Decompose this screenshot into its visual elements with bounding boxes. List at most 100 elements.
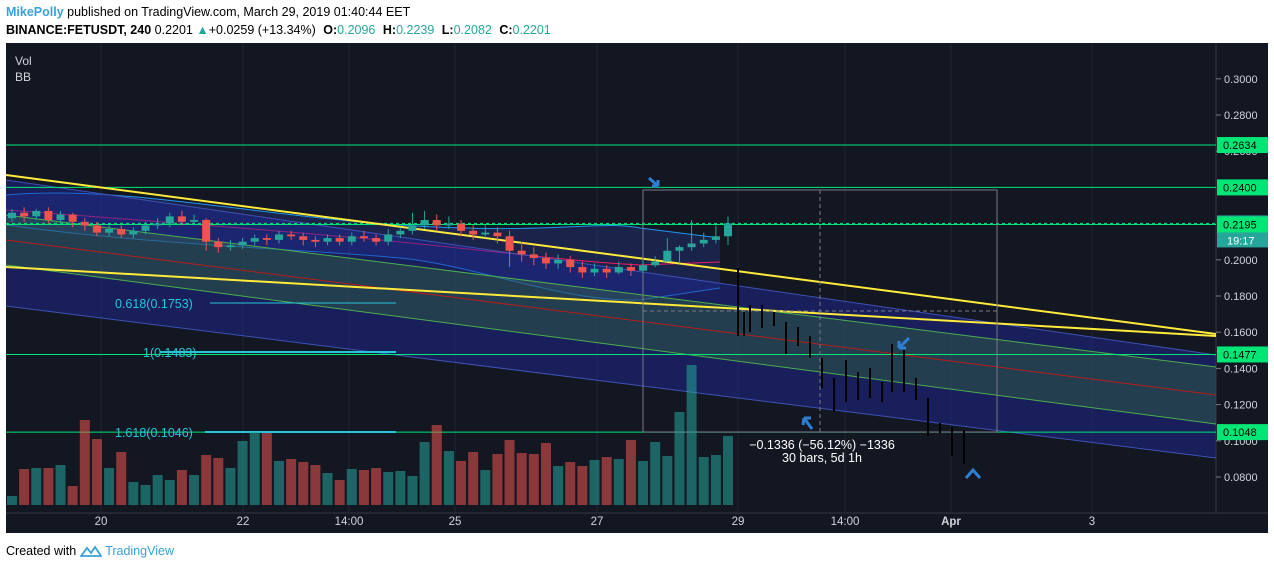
candle-body bbox=[396, 230, 405, 235]
candle-body bbox=[590, 268, 599, 273]
candle-body bbox=[153, 223, 162, 226]
candle-body bbox=[202, 219, 211, 242]
volume-bar bbox=[225, 468, 236, 505]
volume-bar bbox=[638, 461, 649, 505]
candle-body bbox=[141, 225, 150, 231]
price-level-tag-label: 0.1477 bbox=[1223, 349, 1257, 361]
volume-bar bbox=[710, 455, 721, 505]
indicator-legend: Vol BB bbox=[15, 54, 32, 84]
price-level-tag bbox=[1217, 424, 1268, 441]
volume-bar bbox=[674, 412, 685, 505]
measure-tool[interactable] bbox=[642, 189, 998, 433]
volume-bar bbox=[613, 459, 624, 505]
price-tick-label: 0.1800 bbox=[1224, 291, 1258, 303]
open-label: O: bbox=[323, 23, 338, 37]
price-change: +0.0259 (+13.34%) bbox=[208, 23, 316, 37]
trendline-upper[interactable] bbox=[5, 174, 1217, 335]
indicator-bb[interactable]: BB bbox=[15, 70, 31, 84]
candle-body bbox=[457, 223, 466, 231]
candle-body bbox=[493, 232, 502, 237]
countdown-tag bbox=[1217, 232, 1268, 248]
close-value: 0.2201 bbox=[512, 23, 551, 37]
candle-body bbox=[68, 214, 77, 222]
volume-bar bbox=[152, 475, 163, 505]
candle-body bbox=[626, 267, 635, 271]
forecast-bars bbox=[737, 268, 965, 464]
publish-info: MikePolly published on TradingView.com, … bbox=[6, 5, 410, 19]
candle-body bbox=[699, 239, 708, 244]
volume-bar bbox=[298, 462, 309, 505]
volume-bars bbox=[7, 365, 733, 505]
price-level-tag-label: 0.2400 bbox=[1223, 182, 1257, 194]
indicator-vol[interactable]: Vol bbox=[15, 54, 32, 68]
candle-body bbox=[347, 236, 356, 242]
open-value: 0.2096 bbox=[337, 23, 376, 37]
price-tick-label: 0.1600 bbox=[1224, 327, 1258, 339]
candle-body bbox=[80, 221, 89, 226]
low-label: L: bbox=[441, 23, 454, 37]
price-level-tag bbox=[1217, 137, 1268, 154]
volume-bar bbox=[698, 457, 709, 505]
symbol-line: BINANCE:FETUSDT, 240 0.2201 ▲+0.0259 (+1… bbox=[6, 23, 551, 37]
volume-bar bbox=[249, 432, 260, 505]
tradingview-link[interactable]: TradingView bbox=[105, 544, 174, 558]
candle-body bbox=[250, 238, 259, 242]
volume-bar bbox=[492, 454, 503, 505]
channel-green-lower bbox=[5, 264, 1217, 425]
candle-body bbox=[602, 268, 611, 273]
volume-bar bbox=[480, 470, 491, 505]
volume-bar bbox=[407, 476, 418, 505]
candle-body bbox=[32, 210, 41, 217]
candle-body bbox=[566, 259, 575, 268]
trendline-lower[interactable] bbox=[5, 266, 1217, 337]
candle-body bbox=[238, 241, 247, 246]
volume-bar bbox=[528, 454, 539, 505]
candle-body bbox=[56, 214, 65, 220]
candle-body bbox=[432, 219, 441, 226]
last-price: 0.2201 bbox=[154, 23, 193, 37]
channel-upper-line bbox=[5, 179, 1217, 356]
candle-body bbox=[469, 230, 478, 235]
price-tick-label: 0.1400 bbox=[1224, 363, 1258, 375]
volume-bar bbox=[504, 440, 515, 505]
candle-body bbox=[614, 267, 623, 273]
price-tick-label: 0.2000 bbox=[1224, 255, 1258, 267]
time-tick-label: 20 bbox=[95, 516, 108, 528]
arrow-bottom-icon bbox=[964, 467, 982, 479]
candle-body bbox=[311, 239, 320, 242]
arrow-low-icon bbox=[801, 416, 814, 430]
annotation-arrows bbox=[648, 176, 982, 479]
measure-labels: −0.1336 (−56.12%) −1336 30 bars, 5d 1h bbox=[749, 438, 895, 465]
candle-body bbox=[190, 219, 199, 222]
time-tick-label: Apr bbox=[941, 516, 961, 528]
channel-lower-line bbox=[5, 305, 1217, 459]
volume-bar bbox=[662, 456, 673, 505]
volume-bar bbox=[310, 465, 321, 505]
volume-bar bbox=[43, 468, 54, 505]
candle-body bbox=[359, 236, 368, 239]
time-tick-label: 25 bbox=[449, 516, 462, 528]
volume-bar bbox=[19, 469, 30, 505]
price-tick-label: 0.0800 bbox=[1224, 472, 1258, 484]
price-level-tags: 0.26340.24000.220119:170.21950.14770.104… bbox=[1217, 137, 1268, 441]
candle-body bbox=[505, 236, 514, 251]
candle-body bbox=[687, 243, 696, 248]
arrow-top-icon bbox=[648, 176, 660, 188]
candle-body bbox=[444, 223, 453, 226]
author-name[interactable]: MikePolly bbox=[6, 5, 64, 19]
volume-bar bbox=[589, 460, 600, 505]
bb-lower-line bbox=[5, 224, 721, 301]
volume-bar bbox=[104, 468, 115, 505]
volume-bar bbox=[577, 466, 588, 505]
volume-bar bbox=[516, 453, 527, 505]
candlesticks bbox=[8, 207, 732, 278]
channel-mid-fill bbox=[6, 215, 1216, 424]
symbol: BINANCE:FETUSDT, 240 bbox=[6, 23, 152, 37]
candle-body bbox=[651, 261, 660, 266]
high-value: 0.2239 bbox=[396, 23, 435, 37]
price-tick-label: 0.1200 bbox=[1224, 400, 1258, 412]
trendlines bbox=[5, 174, 1217, 337]
price-level-tag bbox=[1217, 216, 1268, 233]
volume-bar bbox=[371, 468, 382, 505]
